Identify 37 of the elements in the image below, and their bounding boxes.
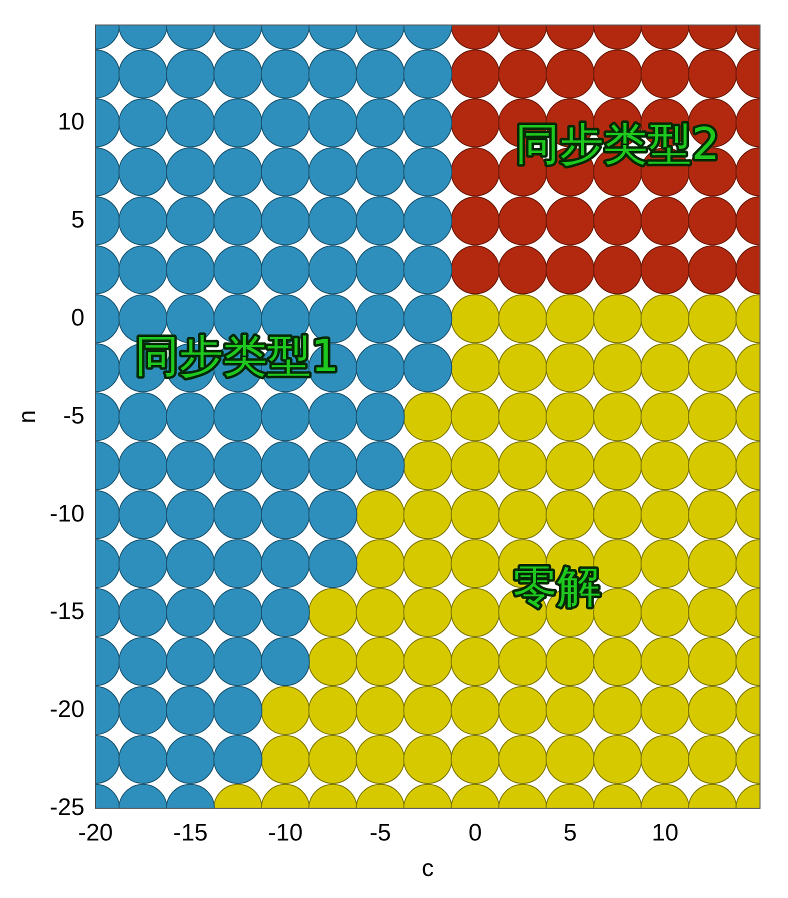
x-axis-title: c [422, 855, 434, 882]
point [546, 196, 595, 246]
series-label: 同步类型1 [135, 330, 340, 382]
point [593, 245, 642, 294]
point [640, 49, 690, 98]
y-axis-title: n [14, 410, 42, 424]
point [450, 98, 500, 148]
point [688, 49, 738, 98]
point [688, 196, 738, 246]
point [546, 49, 595, 98]
x-tick-label: 5 [563, 819, 577, 846]
point [450, 245, 500, 294]
y-tick-label: -20 [50, 696, 84, 724]
point [450, 49, 500, 98]
point [546, 245, 595, 294]
point [593, 196, 642, 246]
y-tick-label: -15 [50, 598, 84, 626]
y-tick-label: -5 [63, 402, 84, 430]
y-tick-label: 0 [71, 304, 84, 332]
point [640, 196, 690, 246]
point [640, 245, 690, 294]
y-tick-label: -10 [50, 500, 84, 528]
y-tick-label: 5 [71, 206, 84, 234]
point [593, 49, 642, 98]
point [450, 147, 500, 196]
point [688, 245, 738, 294]
x-tick-label: 10 [652, 819, 678, 846]
x-tick-label: 0 [468, 819, 482, 846]
x-tick-label: -15 [173, 819, 208, 846]
point [450, 196, 500, 246]
y-tick-label: -25 [50, 794, 84, 822]
x-tick-label: -10 [268, 819, 303, 846]
point [498, 245, 548, 294]
y-tick-label: 10 [58, 108, 84, 136]
x-tick-label: -5 [370, 819, 391, 846]
point [498, 196, 548, 246]
point [498, 49, 548, 98]
